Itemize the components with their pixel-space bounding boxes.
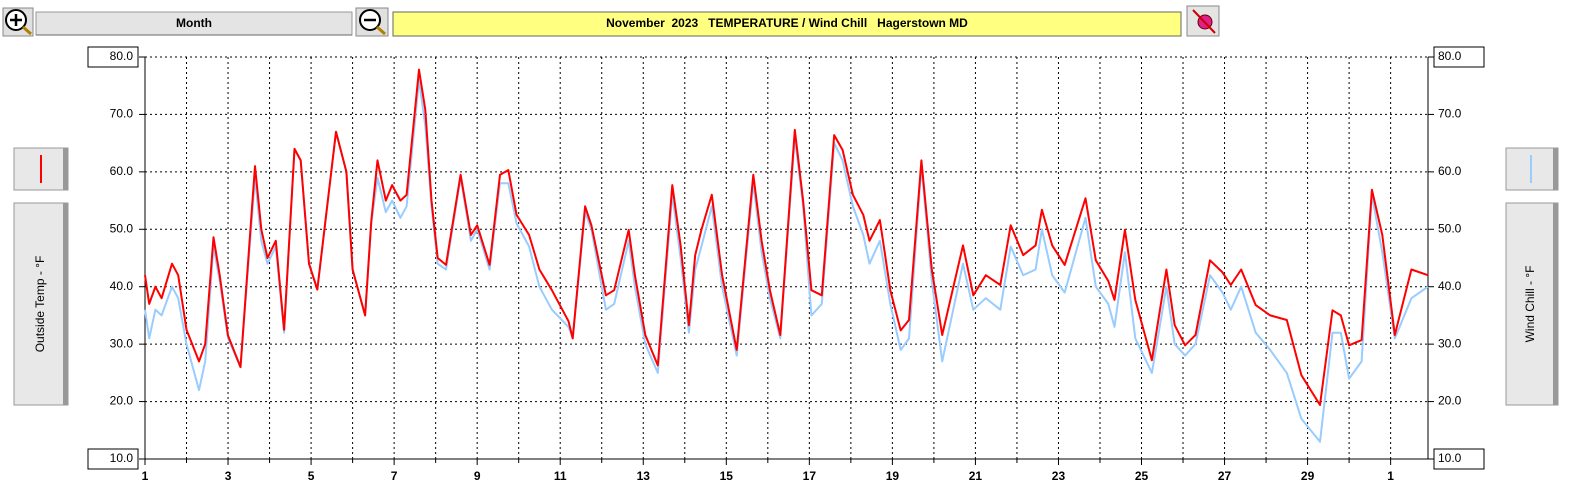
x-tick-label: 29 — [1301, 469, 1315, 483]
month-label: Month — [176, 16, 212, 30]
x-tick-label: 19 — [886, 469, 900, 483]
y-tick-label: 40.0 — [110, 279, 134, 293]
y2-tick-label: 60.0 — [1438, 164, 1462, 178]
y-tick-label: 60.0 — [110, 164, 134, 178]
x-tick-label: 5 — [308, 469, 315, 483]
print-icon-button[interactable] — [1186, 5, 1220, 37]
y-tick-label: 20.0 — [110, 394, 134, 408]
series-line — [144, 68, 1429, 406]
month-button[interactable]: Month — [35, 11, 353, 36]
chart-title: November 2023 TEMPERATURE / Wind Chill H… — [606, 16, 968, 30]
x-tick-label: 7 — [391, 469, 398, 483]
y-axis-title: Outside Temp - °F — [33, 256, 47, 353]
y-tick-label: 50.0 — [110, 221, 134, 235]
y2-tick-label: 20.0 — [1438, 394, 1462, 408]
x-tick-label: 27 — [1218, 469, 1232, 483]
y2-tick-label: 10.0 — [1438, 451, 1462, 465]
y2-tick-label: 30.0 — [1438, 336, 1462, 350]
x-tick-label: 3 — [225, 469, 232, 483]
zoom-in-button[interactable] — [2, 7, 34, 37]
x-tick-label: 25 — [1135, 469, 1149, 483]
x-tick-label: 21 — [969, 469, 983, 483]
y2-tick-label: 40.0 — [1438, 279, 1462, 293]
y2-tick-label: 70.0 — [1438, 107, 1462, 121]
y-tick-label: 30.0 — [110, 336, 134, 350]
x-tick-label: 1 — [142, 469, 149, 483]
y-tick-box — [87, 46, 139, 68]
y2-axis-title: Wind Chill - °F — [1523, 266, 1537, 343]
y-tick-label: 10.0 — [110, 451, 134, 465]
title-bar — [392, 11, 1182, 37]
left-axis-button[interactable]: Outside Temp - °F — [13, 202, 69, 406]
x-tick-label: 23 — [1052, 469, 1066, 483]
left-legend-button[interactable] — [13, 147, 69, 191]
x-tick-label: 15 — [720, 469, 734, 483]
zoom-out-button[interactable] — [355, 7, 389, 37]
y2-tick-label: 80.0 — [1438, 49, 1462, 63]
y-tick-label: 70.0 — [110, 107, 134, 121]
x-tick-label: 13 — [637, 469, 651, 483]
x-tick-label: 11 — [554, 469, 567, 483]
x-tick-label: 9 — [474, 469, 481, 483]
y-tick-box — [87, 448, 139, 470]
right-axis-button[interactable]: Wind Chill - °F — [1505, 202, 1559, 406]
x-tick-label: 1 — [1387, 469, 1394, 483]
x-tick-label: 17 — [803, 469, 817, 483]
y2-tick-label: 50.0 — [1438, 221, 1462, 235]
y-tick-label: 80.0 — [110, 49, 134, 63]
right-legend-button[interactable] — [1505, 147, 1559, 191]
